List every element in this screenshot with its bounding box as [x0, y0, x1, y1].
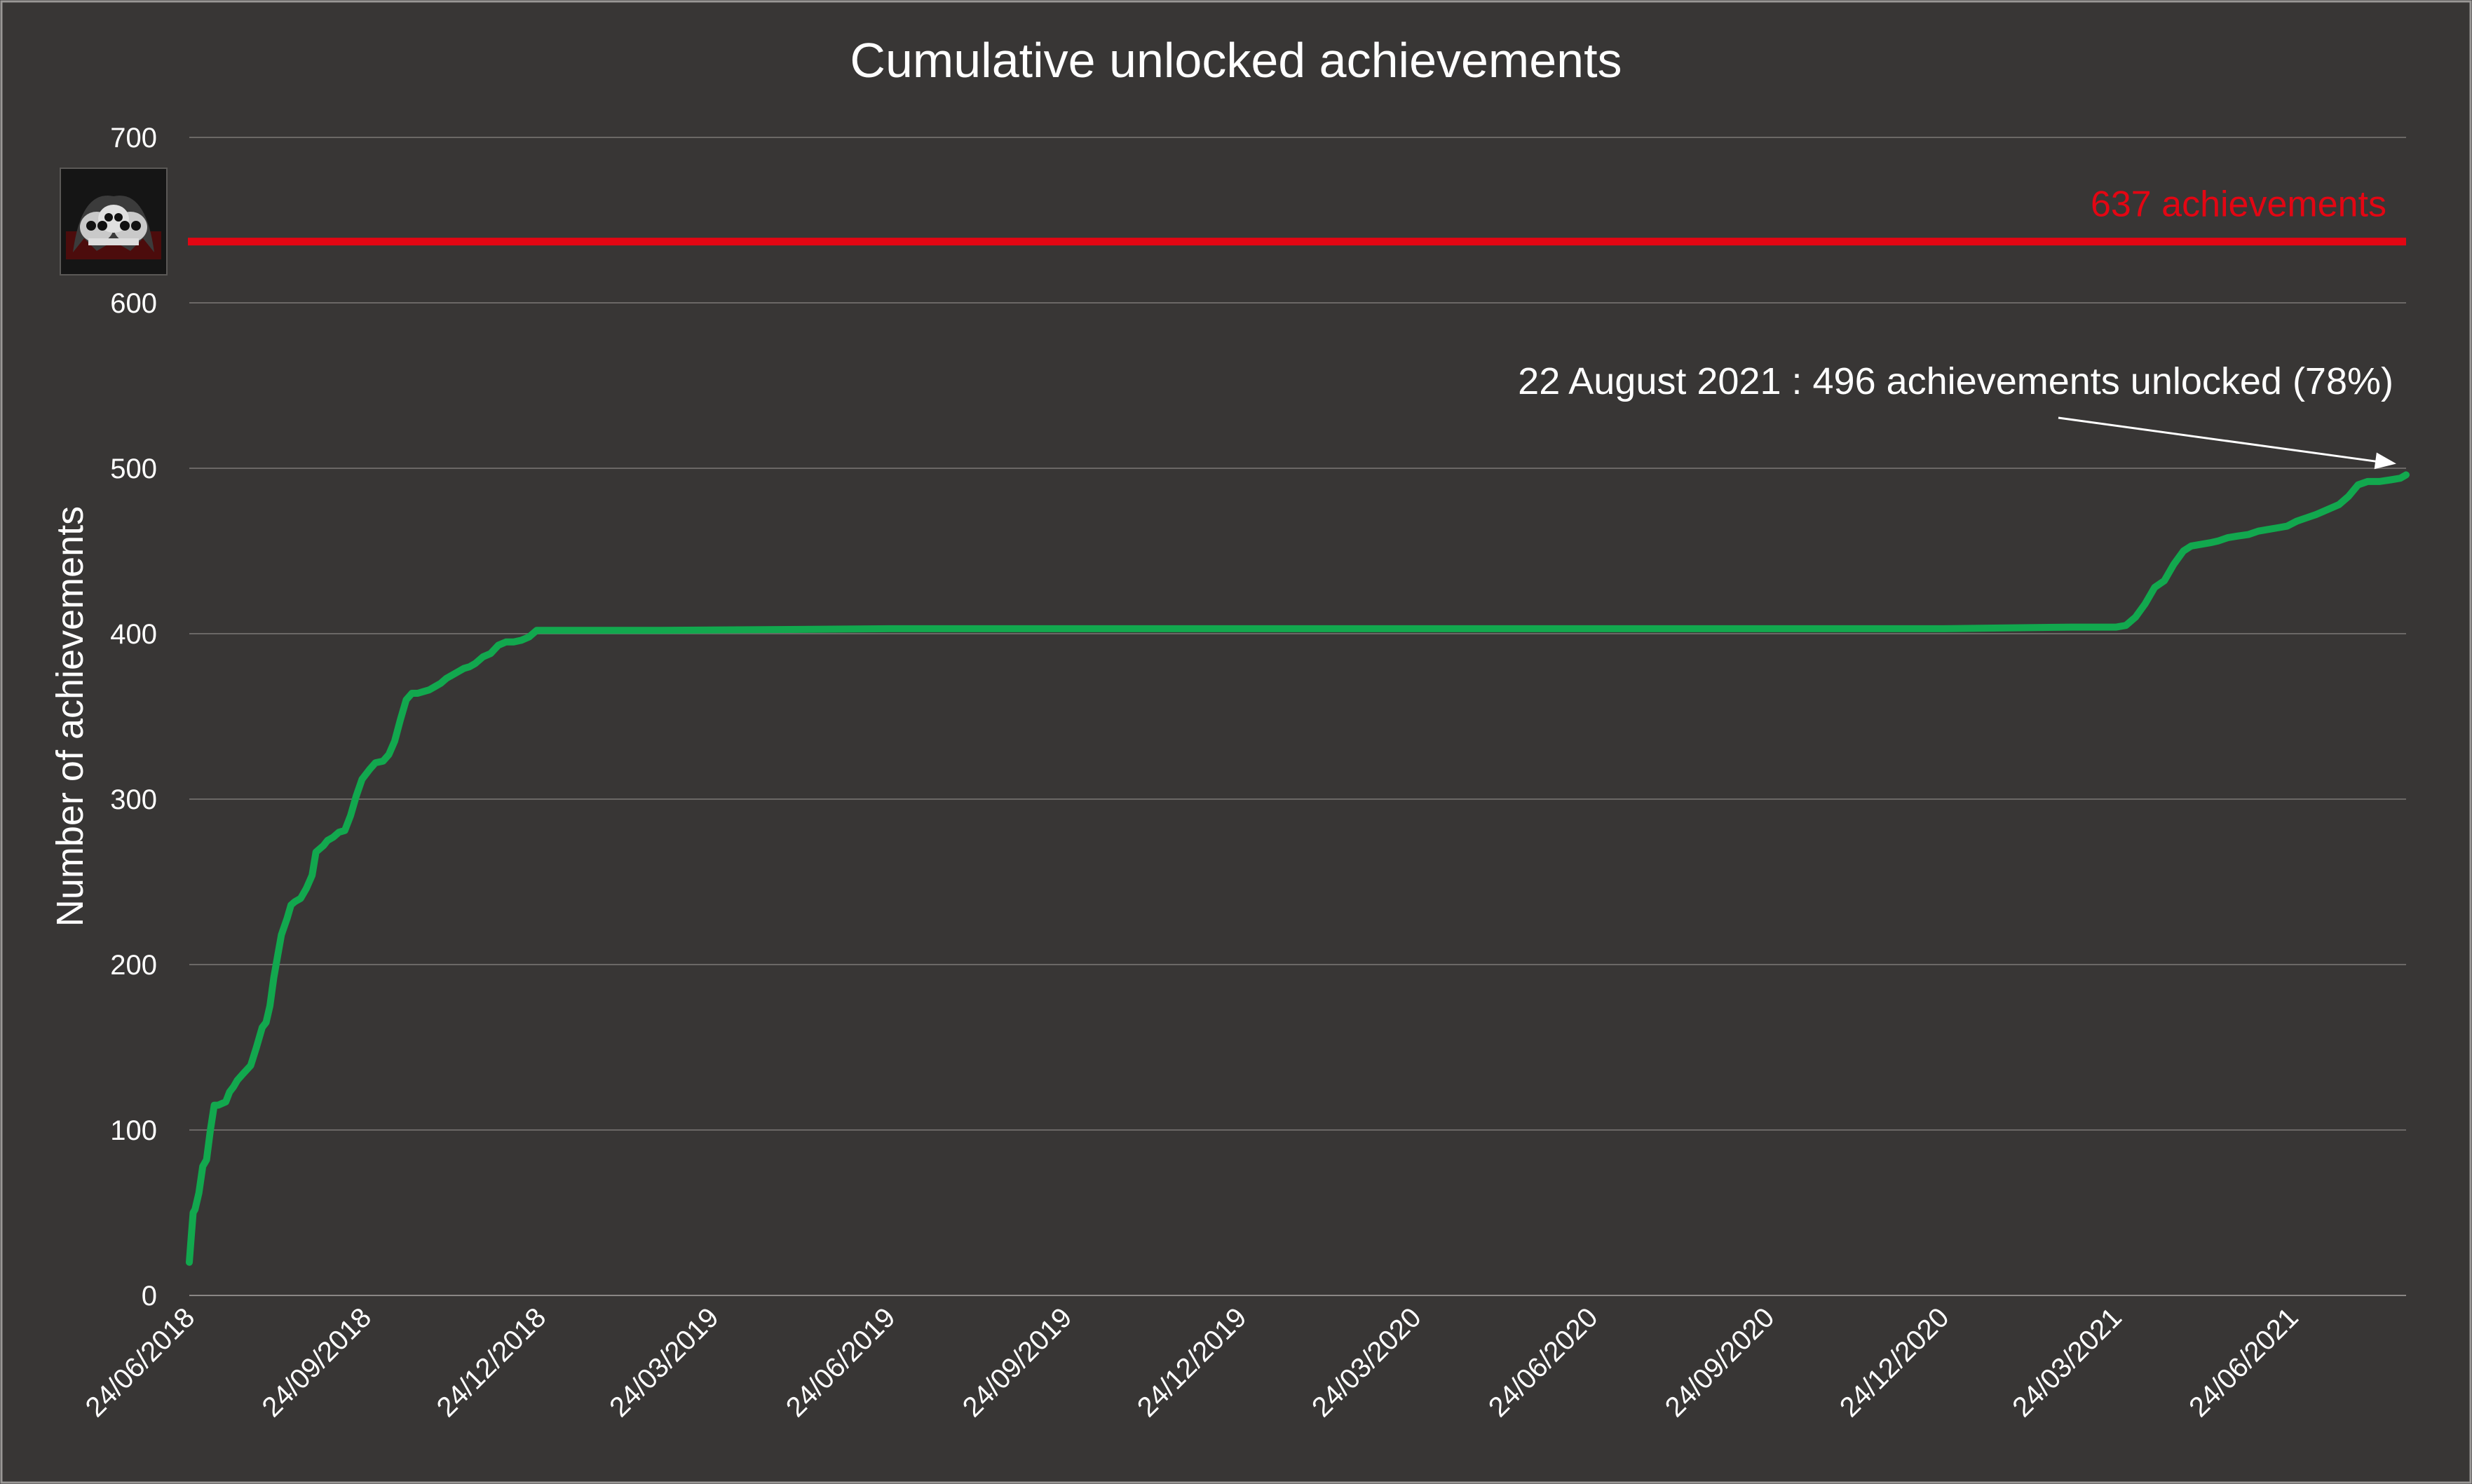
y-tick-label: 600: [110, 288, 157, 319]
y-tick-label: 700: [110, 123, 157, 154]
y-tick-label: 300: [110, 784, 157, 815]
annotation-arrow: [2058, 416, 2383, 463]
latest-annotation: 22 August 2021 : 496 achievements unlock…: [1518, 360, 2393, 402]
y-tick-label: 400: [110, 619, 157, 650]
series-line: [186, 471, 2410, 1266]
annotation-arrowhead: [2374, 452, 2396, 470]
max-achievements-label: 637 achievements: [2091, 184, 2386, 225]
skull-game-icon: [60, 168, 168, 275]
y-tick-label: 100: [110, 1115, 157, 1146]
y-tick-labels: 0 100 200 300 400 500 600 700: [110, 123, 157, 1312]
y-tick-label: 500: [110, 454, 157, 484]
y-axis-label: Number of achievements: [49, 506, 91, 927]
chart-title: Cumulative unlocked achievements: [850, 33, 1622, 88]
y-tick-label: 200: [110, 950, 157, 981]
y-tick-label: 0: [142, 1281, 157, 1312]
